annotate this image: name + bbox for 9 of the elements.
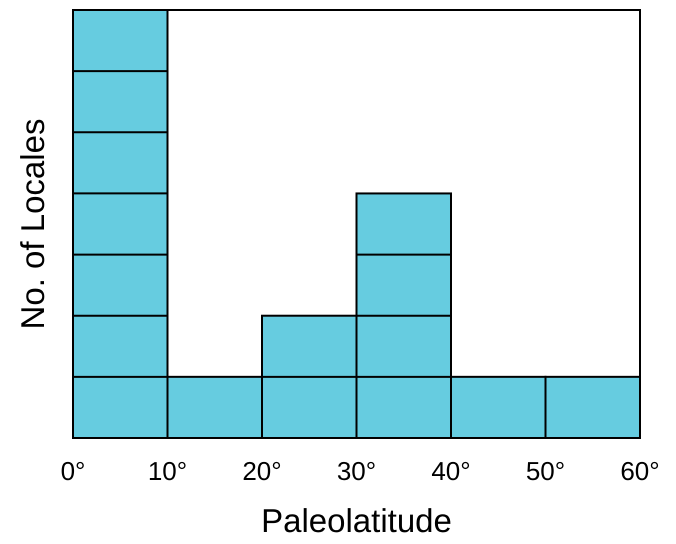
x-tick-label: 40° (431, 456, 471, 486)
x-tick-label: 0° (60, 456, 86, 486)
x-axis-title: Paleolatitude (261, 502, 452, 539)
x-tick-label: 60° (620, 456, 660, 486)
x-tick-label: 20° (242, 456, 282, 486)
x-tick-label: 10° (148, 456, 188, 486)
x-tick-label: 50° (526, 456, 566, 486)
y-axis-title: No. of Locales (14, 118, 51, 330)
x-tick-label: 30° (336, 456, 376, 486)
